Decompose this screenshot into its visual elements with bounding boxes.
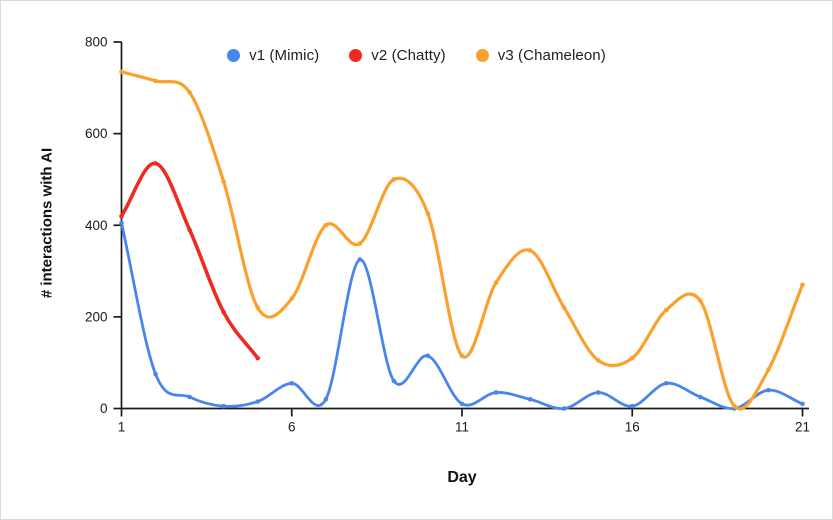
series-point-3	[766, 367, 771, 372]
series-point-1	[323, 397, 329, 402]
series-point-3	[187, 90, 192, 95]
x-tick-label: 21	[795, 420, 810, 435]
series-point-2	[119, 213, 124, 219]
series-point-3	[425, 211, 431, 217]
series-point-1	[119, 220, 124, 226]
series-point-1	[595, 390, 601, 395]
series-point-1	[221, 403, 226, 409]
series-point-1	[425, 353, 431, 359]
series-line-3	[119, 70, 805, 411]
series-point-1	[459, 401, 465, 407]
series-point-3	[698, 298, 703, 304]
series-point-1	[391, 378, 397, 384]
y-axis-title: # interactions with AI	[38, 147, 56, 299]
series-point-1	[698, 394, 703, 400]
series-point-1	[493, 390, 499, 395]
series-point-3	[493, 280, 499, 285]
series-point-1	[629, 403, 635, 409]
series-point-1	[766, 387, 771, 393]
series-point-1	[561, 406, 567, 411]
x-tick-label: 16	[625, 420, 640, 435]
series-point-3	[153, 78, 158, 84]
series-point-3	[527, 248, 533, 253]
series-point-3	[800, 282, 805, 288]
y-tick-label: 600	[85, 126, 108, 141]
series-point-3	[629, 355, 635, 361]
x-tick-label: 11	[455, 420, 469, 435]
x-axis-title: Day	[447, 469, 477, 486]
y-tick-label: 400	[85, 218, 108, 233]
series-point-3	[561, 305, 567, 311]
series-point-3	[357, 241, 363, 246]
y-tick-label: 0	[100, 401, 108, 416]
series-point-1	[289, 381, 295, 386]
series-point-3	[289, 296, 295, 301]
series-point-1	[527, 397, 533, 402]
series-point-3	[221, 179, 226, 185]
y-tick-label: 200	[85, 309, 108, 324]
series-point-1	[664, 381, 669, 386]
series-point-1	[800, 401, 805, 407]
series-point-1	[357, 257, 363, 262]
series-point-3	[732, 403, 737, 409]
series-point-1	[153, 371, 158, 377]
x-tick-label: 1	[118, 420, 126, 435]
series-point-3	[391, 177, 397, 182]
series-point-2	[255, 355, 260, 361]
x-tick-label: 6	[288, 420, 296, 435]
series-point-1	[187, 394, 192, 400]
y-tick-label: 800	[85, 35, 108, 50]
series-point-2	[221, 309, 226, 315]
series-point-3	[119, 69, 124, 75]
series-point-3	[595, 358, 601, 363]
series-point-1	[255, 399, 260, 404]
series-point-2	[187, 227, 192, 233]
series-point-3	[323, 222, 329, 228]
series-point-2	[153, 161, 158, 166]
series-point-3	[255, 305, 260, 311]
series-point-3	[459, 353, 465, 359]
series-point-3	[664, 307, 669, 313]
